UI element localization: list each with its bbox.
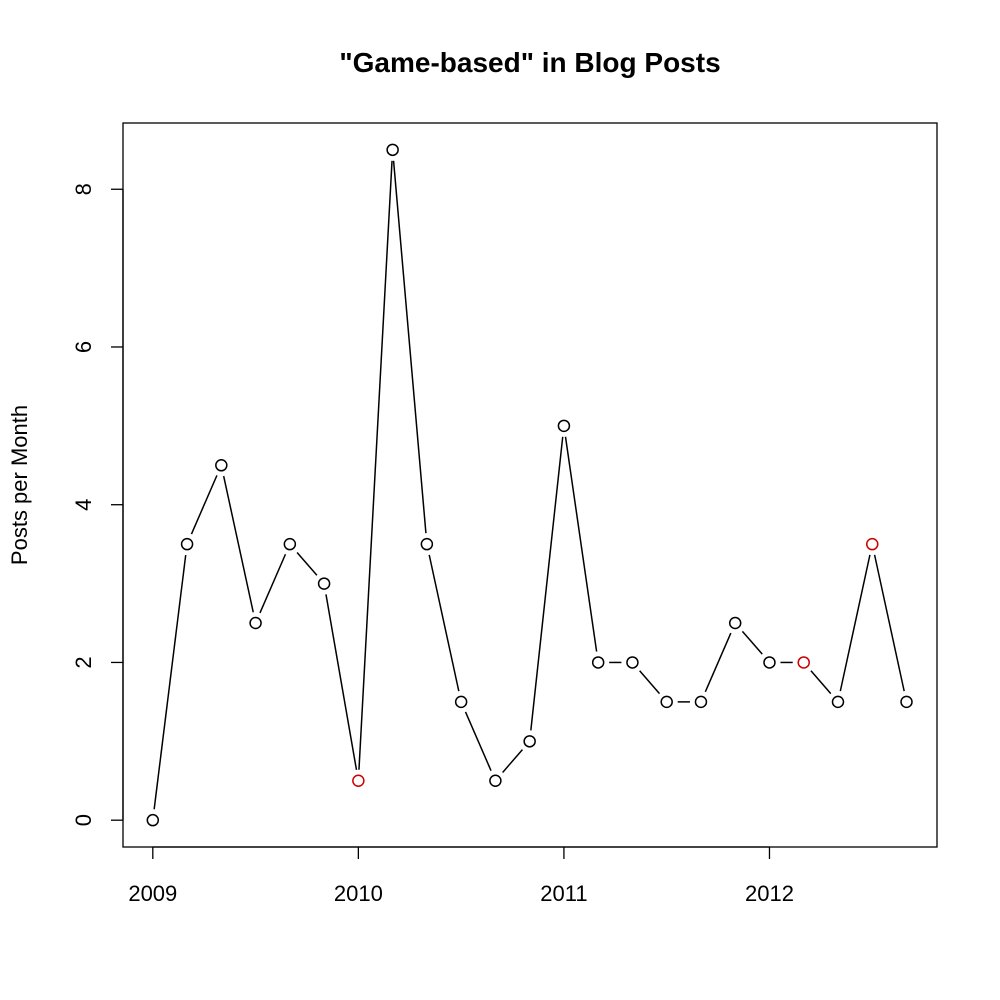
- data-point: [557, 419, 571, 433]
- series-segment: [564, 436, 598, 652]
- data-point: [626, 656, 639, 669]
- y-axis: 0 2 4 6 8: [71, 183, 124, 826]
- data-point: [489, 774, 502, 788]
- data-point: [694, 695, 708, 709]
- series-segment: [639, 670, 661, 695]
- x-axis: 2009 2010 2011 2012: [128, 846, 794, 906]
- plot-frame: [122, 122, 938, 848]
- highlighted-data-point: [797, 656, 810, 669]
- y-tick-label: 4: [71, 499, 96, 511]
- data-point: [900, 695, 913, 709]
- series-segment: [325, 594, 358, 771]
- data-point: [420, 537, 434, 551]
- x-tick-label: 2012: [745, 881, 794, 906]
- data-point: [283, 537, 297, 551]
- data-point: [317, 577, 331, 590]
- series-segment: [296, 551, 318, 576]
- series-segment: [873, 554, 905, 692]
- y-tick-label: 2: [71, 656, 96, 668]
- series-segment: [704, 632, 732, 693]
- data-point: [180, 537, 194, 551]
- series-segment: [428, 554, 460, 692]
- highlighted-data-point: [352, 774, 365, 788]
- chart-title: "Game-based" in Blog Posts: [339, 47, 720, 78]
- data-point: [215, 459, 228, 472]
- series-segment: [464, 711, 492, 771]
- y-tick-label: 8: [71, 183, 96, 195]
- x-tick-label: 2009: [128, 881, 177, 906]
- series-line: [153, 160, 905, 810]
- data-point: [454, 695, 468, 709]
- series-segment: [222, 475, 254, 613]
- x-tick-label: 2010: [334, 881, 383, 906]
- series-segment: [190, 475, 218, 535]
- data-point: [146, 813, 160, 827]
- series-segment: [502, 749, 524, 773]
- series-segment: [153, 554, 187, 810]
- data-point: [660, 695, 673, 709]
- data-point: [249, 616, 262, 630]
- y-tick-label: 0: [71, 814, 96, 826]
- series-segment: [741, 630, 763, 655]
- series-segment: [259, 553, 287, 614]
- highlighted-data-point: [866, 537, 879, 551]
- data-point: [386, 143, 399, 157]
- data-point: [523, 735, 536, 748]
- data-point: [831, 695, 845, 709]
- series-segment: [392, 160, 427, 534]
- series-segment: [358, 160, 393, 770]
- series-segment: [839, 554, 871, 692]
- data-point: [728, 616, 742, 630]
- series-points: [146, 143, 913, 827]
- data-point: [763, 656, 776, 669]
- y-axis-label: Posts per Month: [7, 405, 32, 565]
- x-tick-label: 2011: [540, 881, 587, 906]
- y-tick-label: 6: [71, 341, 96, 353]
- series-segment: [530, 436, 564, 731]
- data-point: [591, 656, 605, 669]
- series-segment: [810, 670, 832, 695]
